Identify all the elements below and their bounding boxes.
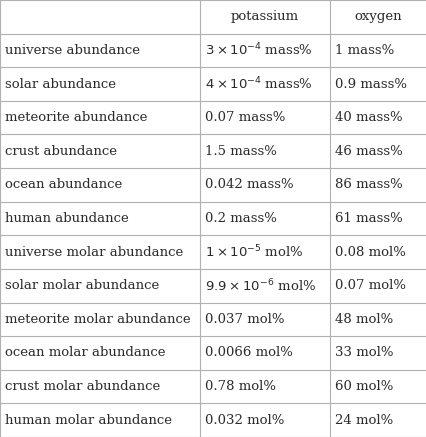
Text: $9.9\times10^{-6}$ mol%: $9.9\times10^{-6}$ mol% [204, 277, 315, 294]
Text: solar molar abundance: solar molar abundance [5, 279, 159, 292]
Text: 40 mass%: 40 mass% [334, 111, 401, 124]
Text: 0.9 mass%: 0.9 mass% [334, 77, 406, 90]
Text: crust abundance: crust abundance [5, 145, 117, 158]
Text: 0.0066 mol%: 0.0066 mol% [204, 347, 292, 360]
Text: 60 mol%: 60 mol% [334, 380, 392, 393]
Text: 33 mol%: 33 mol% [334, 347, 392, 360]
Text: 0.07 mol%: 0.07 mol% [334, 279, 405, 292]
Text: human abundance: human abundance [5, 212, 129, 225]
Text: 24 mol%: 24 mol% [334, 414, 392, 427]
Text: 1.5 mass%: 1.5 mass% [204, 145, 276, 158]
Text: 48 mol%: 48 mol% [334, 313, 392, 326]
Text: $1\times10^{-5}$ mol%: $1\times10^{-5}$ mol% [204, 244, 303, 260]
Text: $4\times10^{-4}$ mass%: $4\times10^{-4}$ mass% [204, 76, 312, 92]
Text: 0.037 mol%: 0.037 mol% [204, 313, 284, 326]
Text: ocean abundance: ocean abundance [5, 178, 122, 191]
Text: meteorite molar abundance: meteorite molar abundance [5, 313, 190, 326]
Text: 0.78 mol%: 0.78 mol% [204, 380, 275, 393]
Text: 0.2 mass%: 0.2 mass% [204, 212, 276, 225]
Text: meteorite abundance: meteorite abundance [5, 111, 147, 124]
Text: 46 mass%: 46 mass% [334, 145, 402, 158]
Text: oxygen: oxygen [354, 10, 401, 23]
Text: 0.08 mol%: 0.08 mol% [334, 246, 405, 259]
Text: universe molar abundance: universe molar abundance [5, 246, 183, 259]
Text: 1 mass%: 1 mass% [334, 44, 393, 57]
Text: 86 mass%: 86 mass% [334, 178, 402, 191]
Text: 0.032 mol%: 0.032 mol% [204, 414, 284, 427]
Text: ocean molar abundance: ocean molar abundance [5, 347, 165, 360]
Text: universe abundance: universe abundance [5, 44, 140, 57]
Text: $3\times10^{-4}$ mass%: $3\times10^{-4}$ mass% [204, 42, 312, 59]
Text: 61 mass%: 61 mass% [334, 212, 402, 225]
Text: crust molar abundance: crust molar abundance [5, 380, 160, 393]
Text: human molar abundance: human molar abundance [5, 414, 172, 427]
Text: 0.07 mass%: 0.07 mass% [204, 111, 285, 124]
Text: potassium: potassium [230, 10, 298, 23]
Text: solar abundance: solar abundance [5, 77, 116, 90]
Text: 0.042 mass%: 0.042 mass% [204, 178, 293, 191]
